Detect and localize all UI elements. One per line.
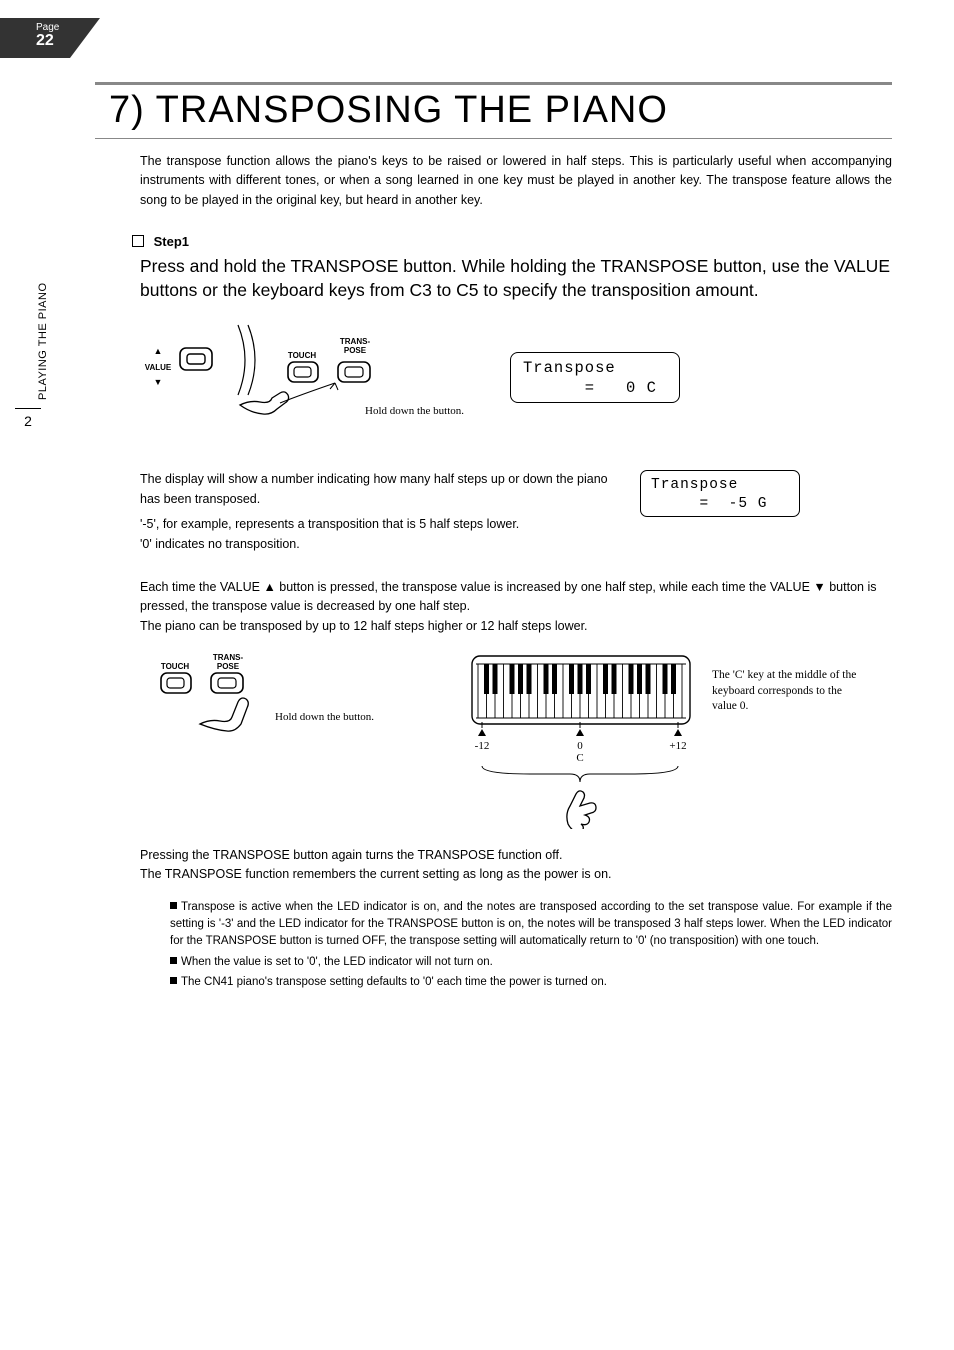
bullet-2: When the value is set to '0', the LED in…: [170, 954, 892, 971]
content-area: The transpose function allows the piano'…: [140, 152, 892, 991]
svg-text:Hold down the button.: Hold down the button.: [275, 711, 374, 723]
explain-1c: '0' indicates no transposition.: [140, 535, 610, 554]
bullet-3: The CN41 piano's transpose setting defau…: [170, 974, 892, 991]
hold-down-label: Hold down the button.: [365, 405, 464, 417]
lcd-display-2: Transpose = -5 G: [640, 470, 800, 516]
svg-text:▲: ▲: [154, 346, 163, 356]
side-chapter-text: PLAYING THE PIANO: [37, 282, 49, 400]
lcd-display-1: Transpose = 0 C: [510, 352, 680, 403]
bullet-square-icon: [170, 957, 177, 964]
step-label: Step1: [154, 234, 189, 249]
section-title-block: 7) TRANSPOSING THE PIANO: [95, 82, 892, 139]
button-panel-illustration-2: TOUCH TRANS- POSE Hold down the button.: [140, 654, 390, 774]
page-corner-tab: Page 22: [0, 18, 100, 58]
svg-text:TRANS-: TRANS-: [340, 337, 371, 346]
svg-text:C: C: [576, 752, 583, 764]
svg-text:POSE: POSE: [217, 662, 240, 671]
step-heading: Step1: [132, 234, 892, 249]
p3a: Pressing the TRANSPOSE button again turn…: [140, 846, 892, 865]
keyboard-range-illustration: -12 0 C +12: [470, 654, 700, 829]
bullet-1: Transpose is active when the LED indicat…: [170, 899, 892, 951]
lcd2-line2: = -5 G: [651, 495, 789, 513]
title-bottom-rule: [95, 138, 892, 139]
section-title: 7) TRANSPOSING THE PIANO: [95, 89, 892, 132]
explain-1b: '-5', for example, represents a transpos…: [140, 515, 610, 534]
bullet-square-icon: [170, 902, 177, 909]
button-panel-illustration: ▲ VALUE ▼ TOUCH TRANS- POSE Hold down th…: [140, 320, 520, 450]
lcd2-line1: Transpose: [651, 476, 789, 494]
diagram-buttons-row: ▲ VALUE ▼ TOUCH TRANS- POSE Hold down th…: [140, 320, 892, 450]
step-checkbox-icon: [132, 235, 144, 247]
svg-text:-12: -12: [475, 740, 490, 752]
bullet-square-icon: [170, 977, 177, 984]
p3b: The TRANSPOSE function remembers the cur…: [140, 865, 892, 884]
explanation-block-1: The display will show a number indicatin…: [140, 470, 892, 554]
note-c-key: The 'C' key at the middle of the keyboar…: [712, 668, 860, 715]
diagram-keyboard-row: TOUCH TRANS- POSE Hold down the button.: [140, 654, 892, 834]
value-label: VALUE: [145, 363, 172, 372]
bullet-list: Transpose is active when the LED indicat…: [170, 899, 892, 991]
lcd1-line1: Transpose: [523, 359, 667, 378]
step-instruction: Press and hold the TRANSPOSE button. Whi…: [140, 255, 892, 302]
page-number: 22: [36, 33, 100, 49]
svg-text:TRANS-: TRANS-: [213, 654, 244, 662]
explain-2b: The piano can be transposed by up to 12 …: [140, 617, 892, 636]
svg-text:+12: +12: [669, 740, 686, 752]
explain-1a: The display will show a number indicatin…: [140, 470, 610, 509]
explain-2: Each time the VALUE ▲ button is pressed,…: [140, 578, 892, 617]
side-chapter-tab: PLAYING THE PIANO 2: [15, 270, 49, 400]
title-top-rule: [95, 82, 892, 85]
svg-text:0: 0: [577, 740, 583, 752]
lcd1-line2: = 0 C: [523, 379, 667, 398]
svg-text:POSE: POSE: [344, 346, 367, 355]
svg-text:TOUCH: TOUCH: [161, 662, 190, 671]
svg-text:TOUCH: TOUCH: [288, 351, 317, 360]
svg-text:▼: ▼: [154, 377, 163, 387]
side-chapter-number: 2: [15, 408, 41, 429]
intro-paragraph: The transpose function allows the piano'…: [140, 152, 892, 210]
